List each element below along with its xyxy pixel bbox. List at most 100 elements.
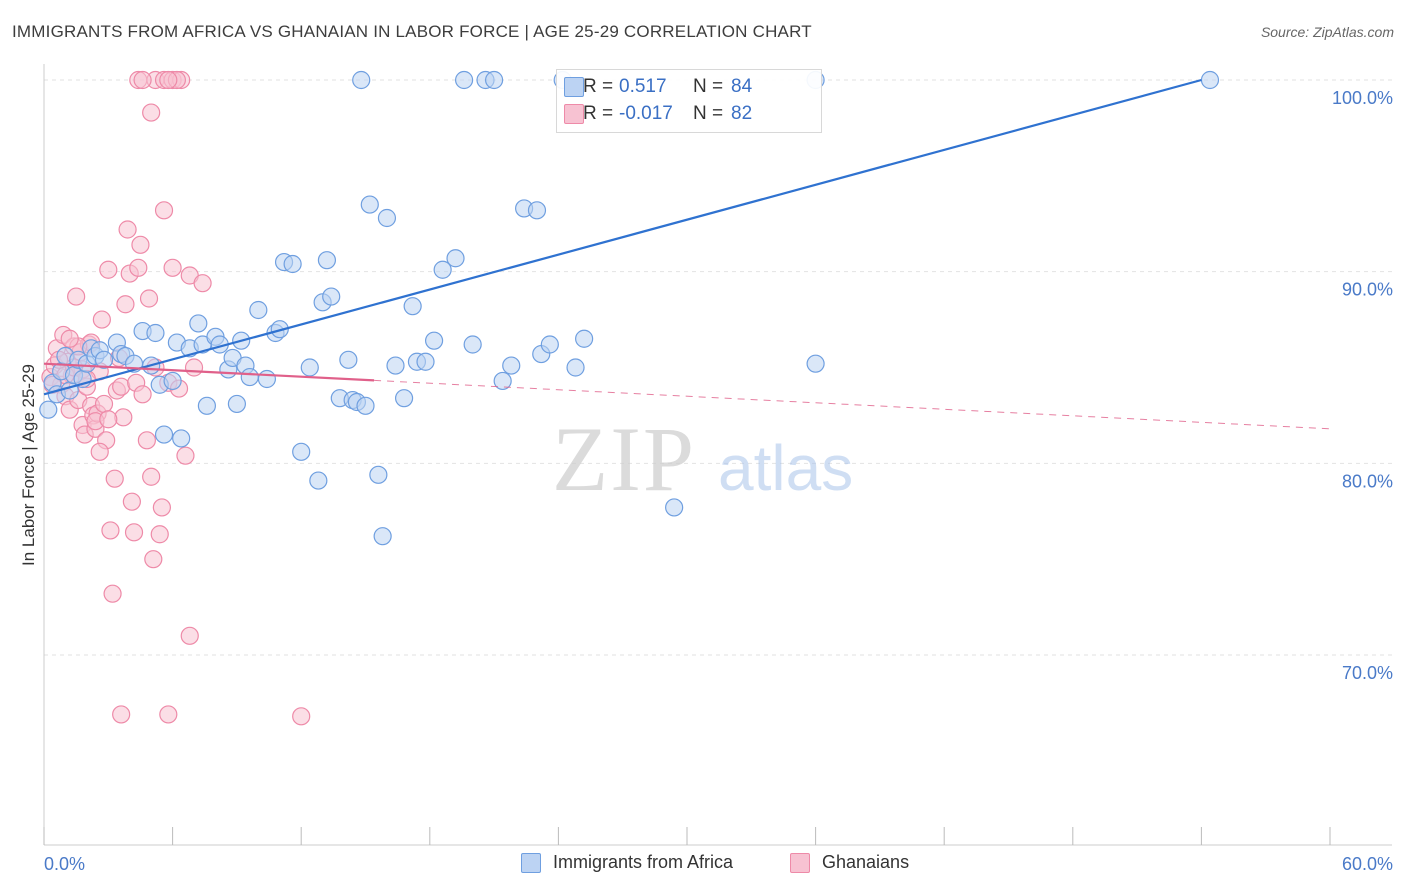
- africa-point: [485, 70, 504, 90]
- source-credit: Source: ZipAtlas.com: [1260, 24, 1394, 40]
- africa-point: [665, 498, 684, 517]
- africa-point: [416, 352, 435, 371]
- y-tick-label: 90.0%: [1342, 280, 1393, 300]
- chart-title: IMMIGRANTS FROM AFRICA VS GHANAIAN IN LA…: [12, 22, 812, 41]
- ghanaians-point: [163, 258, 182, 277]
- ghanaians-point: [184, 358, 204, 377]
- ghanaians-point: [99, 410, 118, 429]
- africa-point: [352, 70, 371, 90]
- africa-point: [163, 371, 182, 391]
- ghanaians-point: [114, 408, 133, 427]
- ghanaians-point: [92, 310, 111, 329]
- ghanaians-point: [292, 707, 311, 726]
- ghanaians-point: [142, 467, 161, 486]
- africa-point: [424, 331, 444, 350]
- ghanaians-point: [193, 274, 212, 293]
- ghanaians-point: [60, 329, 79, 348]
- ghanaians-point: [139, 289, 159, 308]
- ghanaians-point: [116, 295, 135, 314]
- trend-line-ghanaians: [43, 362, 375, 382]
- ghanaians-point: [94, 394, 114, 414]
- africa-point: [377, 208, 397, 228]
- africa-point: [249, 300, 268, 320]
- africa-point: [1200, 70, 1220, 90]
- ghanaians-point: [112, 705, 131, 724]
- africa-point: [356, 396, 375, 415]
- legend-n-label: N =: [693, 76, 724, 97]
- watermark-atlas: atlas: [718, 432, 853, 504]
- ghanaians-point: [105, 469, 124, 488]
- africa-point: [566, 358, 585, 377]
- africa-point: [403, 297, 422, 316]
- y-axis-label: In Labor Force | Age 25-29: [19, 364, 38, 566]
- ghanaians-point: [67, 287, 86, 306]
- legend-r-label: R =: [583, 76, 614, 97]
- legend-swatch-blue: [564, 77, 584, 97]
- stats-legend: R = 0.517 N = 84 R = -0.017 N = 82: [556, 69, 822, 133]
- legend-n-value: 84: [731, 76, 753, 97]
- ghanaians-point: [150, 525, 169, 544]
- africa-point: [454, 70, 474, 90]
- africa-point: [575, 329, 594, 348]
- legend-item-africa[interactable]: Immigrants from Africa: [521, 852, 733, 873]
- legend-label-ghanaians: Ghanaians: [822, 852, 910, 872]
- legend-n-label: N =: [693, 103, 724, 124]
- trend-lines: [43, 78, 1331, 430]
- legend-swatch-pink: [564, 104, 584, 124]
- ghanaians-point: [129, 258, 148, 277]
- ghanaians-point: [142, 103, 161, 122]
- africa-point: [386, 356, 405, 375]
- africa-point: [317, 251, 337, 270]
- africa-point: [502, 356, 521, 375]
- y-tick-label: 70.0%: [1342, 663, 1393, 683]
- trend-line-africa: [43, 78, 1202, 396]
- watermark-zip: ZIP: [552, 408, 696, 510]
- africa-point: [146, 323, 165, 343]
- africa-point: [94, 350, 114, 369]
- ghanaians-point: [152, 498, 171, 517]
- africa-point: [257, 369, 277, 389]
- legend-swatch-blue: [521, 852, 541, 873]
- ghanaians-point: [90, 442, 109, 461]
- ghanaians-point: [99, 260, 118, 279]
- africa-point: [540, 335, 559, 354]
- africa-point: [240, 367, 259, 387]
- legend-n-value: 82: [731, 103, 753, 124]
- africa-point: [197, 396, 216, 415]
- africa-point: [433, 260, 452, 279]
- africa-point: [527, 201, 547, 220]
- ghanaians-point: [144, 550, 163, 569]
- africa-point: [322, 287, 341, 306]
- legend-r-value: -0.017: [619, 103, 673, 124]
- grid-layer: [44, 79, 1392, 656]
- legend-row-africa: R = 0.517 N = 84: [564, 74, 753, 100]
- legend-item-ghanaians[interactable]: Ghanaians: [790, 852, 909, 873]
- africa-point: [493, 371, 512, 391]
- africa-point: [309, 471, 328, 490]
- ghanaians-point: [176, 446, 195, 465]
- legend-label-africa: Immigrants from Africa: [553, 852, 734, 872]
- legend-row-ghanaians: R = -0.017 N = 82: [564, 101, 753, 127]
- x-tick-label: 0.0%: [44, 854, 85, 874]
- legend-swatch-pink: [790, 852, 810, 873]
- africa-point: [394, 389, 414, 408]
- africa-point: [154, 425, 174, 444]
- watermark: ZIP atlas: [552, 408, 853, 510]
- africa-point: [39, 400, 58, 419]
- ghanaians-point: [103, 584, 122, 603]
- ghanaians-point: [124, 523, 144, 542]
- series-ghanaians-points: [41, 70, 311, 726]
- ghanaians-point: [180, 626, 199, 645]
- ghanaians-point: [112, 377, 131, 396]
- africa-point: [189, 314, 208, 333]
- legend-r-value: 0.517: [619, 76, 667, 97]
- ghanaians-point: [131, 235, 150, 254]
- africa-point: [360, 195, 379, 214]
- legend-r-label: R =: [583, 103, 614, 124]
- africa-point: [227, 394, 246, 414]
- series-africa-points: [39, 70, 1220, 546]
- ghanaians-point: [137, 431, 156, 450]
- africa-point: [446, 249, 465, 268]
- ghanaians-point: [159, 70, 178, 90]
